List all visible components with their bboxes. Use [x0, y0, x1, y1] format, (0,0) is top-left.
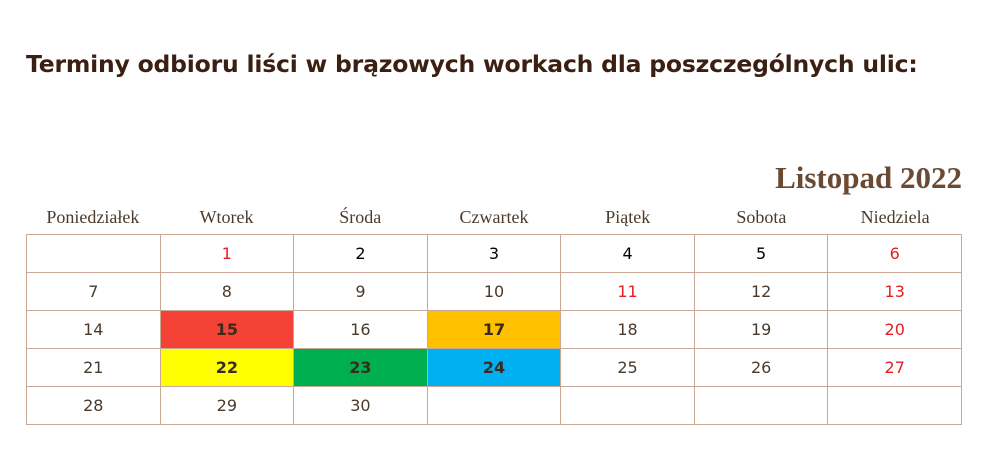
calendar-day-cell: 23 — [294, 349, 428, 387]
calendar-day-cell: 19 — [694, 311, 829, 349]
calendar-day-cell: 27 — [828, 349, 962, 387]
calendar-day-cell: 30 — [294, 387, 428, 425]
calendar-day-cell: 20 — [828, 311, 962, 349]
calendar-day-cell: 18 — [561, 311, 695, 349]
calendar-empty-cell — [27, 235, 161, 273]
calendar-day-cell: 22 — [160, 349, 295, 387]
calendar-day-cell: 17 — [427, 311, 562, 349]
calendar-day-cell: 21 — [27, 349, 161, 387]
calendar-empty-cell — [427, 387, 562, 425]
weekday-header-row: Poniedziałek Wtorek Środa Czwartek Piąte… — [26, 201, 962, 234]
calendar-day-cell: 1 — [160, 235, 295, 273]
calendar-day-cell: 6 — [828, 235, 962, 273]
calendar-day-cell: 28 — [27, 387, 161, 425]
weekday-header: Piątek — [605, 207, 651, 227]
page-title: Terminy odbioru liści w brązowych workac… — [26, 50, 918, 78]
month-title: Listopad 2022 — [775, 160, 962, 195]
calendar-day-cell: 26 — [694, 349, 829, 387]
weekday-header: Czwartek — [459, 207, 529, 227]
calendar-day-cell: 15 — [160, 311, 295, 349]
calendar: Poniedziałek Wtorek Środa Czwartek Piąte… — [26, 201, 962, 425]
calendar-day-cell: 2 — [294, 235, 428, 273]
calendar-day-cell: 24 — [427, 349, 562, 387]
calendar-day-cell: 5 — [694, 235, 829, 273]
calendar-empty-cell — [694, 387, 829, 425]
calendar-day-cell: 14 — [27, 311, 161, 349]
calendar-day-cell: 29 — [160, 387, 295, 425]
calendar-empty-cell — [828, 387, 962, 425]
calendar-day-cell: 7 — [27, 273, 161, 311]
weekday-header: Wtorek — [199, 207, 254, 227]
calendar-day-cell: 16 — [294, 311, 428, 349]
weekday-header: Sobota — [736, 207, 787, 227]
weekday-header: Środa — [339, 207, 382, 227]
calendar-day-cell: 8 — [160, 273, 295, 311]
weekday-header: Niedziela — [860, 207, 930, 227]
weekday-header: Poniedziałek — [46, 207, 140, 227]
calendar-day-cell: 10 — [427, 273, 562, 311]
calendar-day-cell: 11 — [561, 273, 695, 311]
calendar-grid: 1 2 3 4 5 6 7 8 9 10 11 12 13 14 15 16 17 18 19 20 21 22 23 24 2… — [26, 234, 962, 425]
calendar-day-cell: 13 — [828, 273, 962, 311]
calendar-day-cell: 12 — [694, 273, 829, 311]
calendar-day-cell: 3 — [427, 235, 562, 273]
calendar-day-cell: 4 — [561, 235, 695, 273]
calendar-day-cell: 25 — [561, 349, 695, 387]
calendar-empty-cell — [561, 387, 695, 425]
calendar-day-cell: 9 — [294, 273, 428, 311]
